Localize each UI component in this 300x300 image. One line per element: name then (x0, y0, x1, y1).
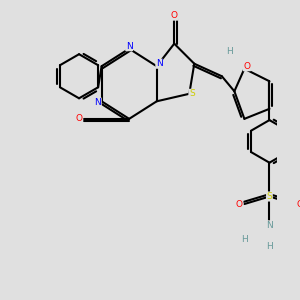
Text: O: O (243, 62, 250, 71)
Text: O: O (76, 114, 82, 123)
Text: N: N (94, 98, 101, 107)
Text: O: O (236, 200, 243, 208)
Text: H: H (266, 242, 273, 251)
Text: N: N (156, 59, 163, 68)
Text: H: H (241, 235, 248, 244)
Text: S: S (267, 192, 272, 201)
Text: O: O (171, 11, 178, 20)
Text: S: S (189, 89, 195, 98)
Text: H: H (226, 47, 233, 56)
Text: O: O (296, 200, 300, 208)
Text: N: N (126, 42, 133, 51)
Text: N: N (266, 221, 273, 230)
